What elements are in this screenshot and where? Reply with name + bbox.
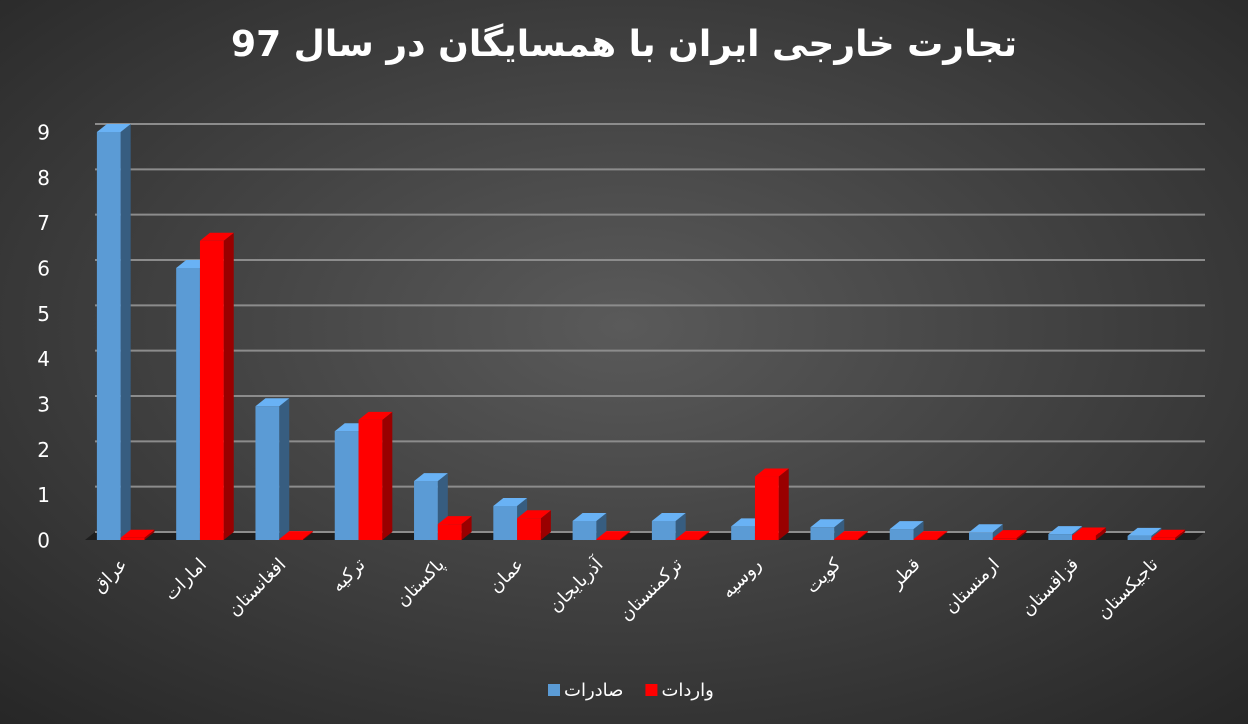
- bar-side: [144, 529, 155, 540]
- bar-top: [651, 512, 686, 521]
- bar-side: [834, 519, 845, 540]
- bar: [1127, 535, 1152, 540]
- bar: [596, 539, 621, 540]
- y-tick-label: 7: [37, 211, 50, 235]
- legend-label: واردات: [661, 680, 713, 701]
- bar-top: [810, 519, 845, 528]
- bar: [651, 520, 676, 540]
- bar-top: [199, 232, 234, 241]
- bar: [176, 268, 200, 540]
- bar: [334, 431, 359, 540]
- bar-top: [675, 531, 710, 540]
- legend-swatch: [548, 684, 560, 696]
- bar: [1072, 535, 1096, 540]
- bar: [517, 518, 541, 540]
- bar-top: [596, 531, 631, 540]
- floor: [85, 532, 1205, 540]
- bar-top: [992, 530, 1027, 539]
- y-tick-label: 1: [37, 483, 50, 507]
- bar: [889, 529, 914, 540]
- legend-swatch: [645, 684, 658, 696]
- y-tick-label: 8: [37, 166, 50, 190]
- bar-side: [858, 531, 869, 540]
- bar: [992, 538, 1017, 540]
- bar-side: [937, 531, 948, 540]
- legend-label: صادرات: [564, 680, 623, 701]
- bar: [572, 520, 597, 540]
- bar-top: [414, 473, 448, 482]
- bar: [1048, 534, 1073, 540]
- bar-side: [1175, 529, 1186, 540]
- bar: [834, 539, 859, 540]
- bar: [96, 132, 121, 540]
- bar: [969, 532, 993, 540]
- bar-side: [382, 411, 393, 540]
- y-tick-label: 0: [37, 529, 50, 553]
- bar-top: [913, 531, 948, 540]
- bar-side: [223, 232, 234, 541]
- bar-top: [1072, 527, 1106, 536]
- bar-top: [1048, 526, 1083, 535]
- bar-top: [96, 124, 131, 132]
- bar-top: [517, 510, 551, 519]
- y-tick-label: 9: [37, 121, 50, 145]
- bar-top: [572, 512, 607, 521]
- bar-side: [1095, 527, 1106, 540]
- bar-top: [493, 498, 528, 506]
- bar: [279, 539, 304, 540]
- bar-top: [1151, 529, 1186, 538]
- chart-title: تجارت خارجی ایران با همسایگان در سال 97: [231, 23, 1017, 65]
- bar-top: [969, 524, 1003, 533]
- bar-side: [303, 531, 314, 540]
- bar-side: [913, 521, 924, 540]
- bar: [358, 419, 383, 540]
- bar-top: [437, 516, 472, 525]
- bar: [199, 240, 224, 541]
- y-tick-label: 5: [37, 302, 50, 326]
- y-tick-label: 3: [37, 393, 50, 417]
- bar: [414, 481, 438, 540]
- bar-side: [1016, 530, 1027, 540]
- bar-side: [620, 531, 631, 540]
- bar-top: [889, 521, 924, 530]
- bar: [810, 527, 835, 540]
- bar-side: [778, 468, 789, 540]
- bar: [1151, 537, 1176, 540]
- bar-top: [754, 468, 789, 477]
- bar-side: [699, 531, 710, 540]
- bar-side: [461, 516, 472, 540]
- bar-side: [120, 124, 131, 540]
- bar: [913, 539, 938, 540]
- bar: [255, 406, 280, 540]
- bar: [493, 506, 518, 540]
- bar: [437, 524, 462, 540]
- y-tick-label: 2: [37, 438, 50, 462]
- bar-top: [834, 531, 869, 540]
- bar-top: [120, 529, 155, 538]
- bar: [731, 526, 755, 540]
- bar-top: [255, 398, 290, 407]
- bar: [754, 476, 779, 540]
- bar-top: [279, 531, 314, 540]
- bar-side: [992, 524, 1003, 540]
- bar: [120, 537, 145, 540]
- y-tick-label: 6: [37, 257, 50, 281]
- bar: [675, 539, 700, 540]
- bar-side: [279, 398, 290, 540]
- bar-top: [1127, 527, 1162, 536]
- bar-side: [540, 510, 551, 540]
- bar-top: [358, 411, 393, 420]
- y-tick-label: 4: [37, 347, 50, 371]
